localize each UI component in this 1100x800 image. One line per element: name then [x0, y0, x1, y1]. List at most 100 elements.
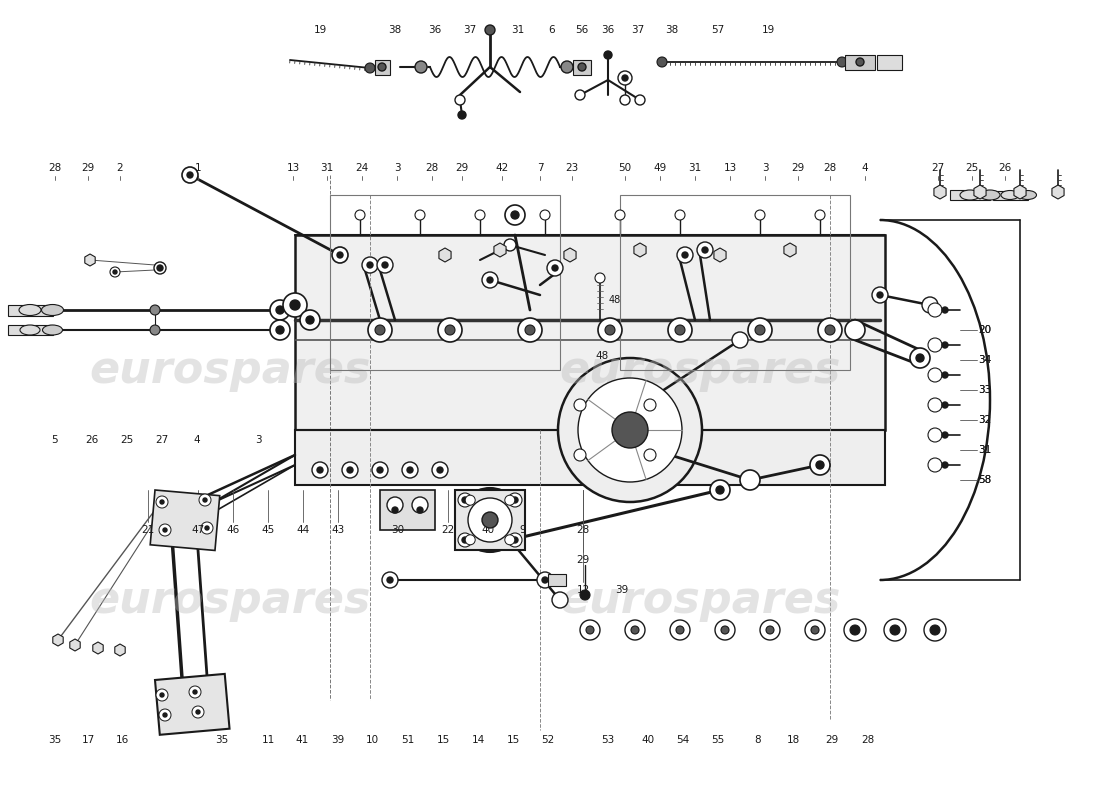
Text: 38: 38: [666, 25, 679, 35]
Text: eurospares: eurospares: [89, 349, 371, 391]
Polygon shape: [1052, 185, 1064, 199]
Text: 29: 29: [576, 555, 590, 565]
Circle shape: [110, 267, 120, 277]
Circle shape: [928, 458, 942, 472]
Circle shape: [670, 620, 690, 640]
Circle shape: [368, 318, 392, 342]
Circle shape: [367, 262, 373, 268]
Circle shape: [644, 399, 656, 411]
Circle shape: [850, 625, 860, 635]
Text: 48: 48: [595, 351, 608, 361]
Circle shape: [201, 522, 213, 534]
Text: 53: 53: [602, 735, 615, 745]
Circle shape: [595, 273, 605, 283]
Text: 31: 31: [978, 445, 991, 455]
Circle shape: [415, 210, 425, 220]
Text: 2: 2: [117, 163, 123, 173]
Circle shape: [205, 526, 209, 530]
Circle shape: [150, 325, 160, 335]
Circle shape: [815, 210, 825, 220]
Text: 30: 30: [392, 525, 405, 535]
Text: 23: 23: [565, 163, 579, 173]
Text: 3: 3: [394, 163, 400, 173]
Text: 46: 46: [227, 525, 240, 535]
Circle shape: [508, 533, 522, 547]
Circle shape: [612, 412, 648, 448]
Circle shape: [437, 467, 443, 473]
Text: 5: 5: [52, 435, 58, 445]
Polygon shape: [950, 190, 990, 200]
Circle shape: [810, 455, 830, 475]
Circle shape: [485, 25, 495, 35]
Circle shape: [150, 305, 160, 315]
Circle shape: [505, 205, 525, 225]
Text: 35: 35: [48, 735, 62, 745]
Text: 57: 57: [712, 25, 725, 35]
Text: 29: 29: [825, 735, 838, 745]
Text: 58: 58: [978, 475, 991, 485]
Polygon shape: [714, 248, 726, 262]
Circle shape: [337, 252, 343, 258]
Bar: [620, 195, 850, 370]
Bar: [573, 60, 591, 75]
Circle shape: [537, 572, 553, 588]
Circle shape: [432, 462, 448, 478]
Circle shape: [837, 57, 847, 67]
Circle shape: [306, 316, 313, 324]
Circle shape: [930, 625, 940, 635]
Text: 34: 34: [978, 355, 991, 365]
Circle shape: [675, 325, 685, 335]
Circle shape: [720, 626, 729, 634]
Circle shape: [458, 533, 472, 547]
Circle shape: [942, 342, 948, 348]
Bar: [455, 490, 525, 550]
Text: 16: 16: [116, 735, 129, 745]
Circle shape: [192, 706, 204, 718]
Text: 34: 34: [978, 355, 991, 365]
Circle shape: [487, 277, 493, 283]
Circle shape: [631, 626, 639, 634]
Text: 52: 52: [541, 735, 554, 745]
Circle shape: [375, 325, 385, 335]
Text: 32: 32: [978, 415, 991, 425]
Text: 28: 28: [824, 163, 837, 173]
Circle shape: [165, 505, 185, 525]
Circle shape: [508, 493, 522, 507]
Circle shape: [468, 498, 512, 542]
Circle shape: [561, 61, 573, 73]
Circle shape: [552, 265, 558, 271]
Text: 33: 33: [978, 385, 991, 395]
Text: 28: 28: [48, 163, 62, 173]
Text: 20: 20: [978, 325, 991, 335]
Circle shape: [916, 354, 924, 362]
Circle shape: [547, 260, 563, 276]
Circle shape: [877, 292, 883, 298]
Circle shape: [462, 537, 468, 543]
Circle shape: [884, 619, 906, 641]
Circle shape: [154, 262, 166, 274]
Text: 15: 15: [506, 735, 519, 745]
Bar: [375, 60, 390, 75]
Text: 25: 25: [120, 435, 133, 445]
Circle shape: [615, 210, 625, 220]
Text: 36: 36: [428, 25, 441, 35]
Text: 48: 48: [609, 295, 622, 305]
Circle shape: [635, 95, 645, 105]
Circle shape: [518, 318, 542, 342]
Polygon shape: [439, 248, 451, 262]
Text: 4: 4: [861, 163, 868, 173]
Circle shape: [657, 57, 667, 67]
Circle shape: [438, 318, 462, 342]
Circle shape: [156, 689, 168, 701]
Circle shape: [163, 713, 167, 717]
Circle shape: [928, 368, 942, 382]
Ellipse shape: [1019, 190, 1036, 199]
Polygon shape: [114, 644, 125, 656]
Text: 19: 19: [761, 25, 774, 35]
Circle shape: [505, 534, 515, 545]
Circle shape: [604, 51, 612, 59]
Bar: [330, 195, 560, 370]
Circle shape: [676, 626, 684, 634]
Circle shape: [377, 257, 393, 273]
Circle shape: [558, 358, 702, 502]
